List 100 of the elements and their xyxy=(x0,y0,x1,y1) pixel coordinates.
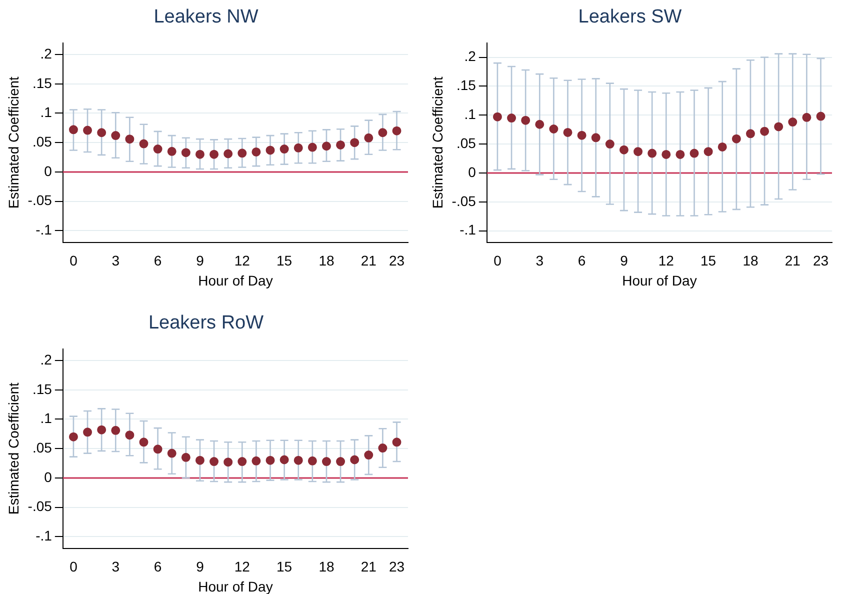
y-tick-label: .15 xyxy=(456,77,476,94)
point xyxy=(364,450,374,460)
point xyxy=(167,448,176,458)
point xyxy=(111,426,120,435)
point xyxy=(507,114,516,123)
x-tick-label: 15 xyxy=(276,252,292,269)
point xyxy=(266,146,275,155)
point xyxy=(563,128,572,137)
point xyxy=(294,456,303,465)
x-tick-label: 0 xyxy=(70,252,78,269)
point xyxy=(350,455,360,464)
point xyxy=(83,126,92,135)
x-axis-title: Hour of Day xyxy=(198,578,273,594)
point xyxy=(266,456,275,465)
point xyxy=(591,133,600,142)
point xyxy=(690,148,699,158)
point xyxy=(322,457,331,466)
x-tick-label: 21 xyxy=(784,252,801,269)
chart-title: Leakers NW xyxy=(154,6,258,28)
x-tick-label: 6 xyxy=(154,252,162,269)
point xyxy=(704,147,713,156)
y-axis-title: Estimated Coefficient xyxy=(5,382,22,515)
point xyxy=(788,118,798,127)
point xyxy=(816,112,826,121)
point xyxy=(139,139,148,148)
point xyxy=(181,148,190,158)
y-axis-title: Estimated Coefficient xyxy=(429,76,446,209)
y-tick-label: -.05 xyxy=(28,192,52,208)
point xyxy=(308,456,317,466)
point xyxy=(181,452,190,462)
x-tick-label: 9 xyxy=(196,252,204,269)
point xyxy=(662,150,671,159)
point xyxy=(648,148,657,158)
point xyxy=(224,458,233,467)
x-tick-label: 15 xyxy=(276,558,292,575)
point xyxy=(68,125,78,134)
point xyxy=(634,147,643,156)
point xyxy=(350,138,360,148)
point xyxy=(308,142,317,152)
y-tick-label: .1 xyxy=(40,104,52,120)
y-tick-label: .15 xyxy=(32,74,52,91)
point xyxy=(167,146,176,156)
point xyxy=(364,133,374,142)
x-tick-label: 18 xyxy=(742,252,758,269)
y-tick-label: -.1 xyxy=(36,528,52,544)
y-tick-label: -.1 xyxy=(460,222,476,238)
y-tick-label: .2 xyxy=(40,351,52,368)
x-tick-label: 12 xyxy=(234,252,250,269)
point xyxy=(68,432,78,442)
x-tick-label: 0 xyxy=(494,252,502,269)
point xyxy=(549,124,558,134)
point xyxy=(605,140,614,149)
y-tick-label: .1 xyxy=(464,106,476,122)
x-tick-label: 3 xyxy=(536,252,544,269)
point xyxy=(732,134,741,144)
chart-title: Leakers RoW xyxy=(148,312,264,334)
point xyxy=(195,150,204,159)
y-tick-label: -.05 xyxy=(28,498,52,514)
x-tick-label: 6 xyxy=(154,558,162,575)
x-tick-label: 15 xyxy=(700,252,716,269)
point xyxy=(336,457,346,466)
point xyxy=(210,150,219,159)
point xyxy=(676,150,685,159)
point xyxy=(378,444,388,453)
point xyxy=(294,143,303,152)
y-tick-label: .2 xyxy=(464,48,476,64)
point xyxy=(280,144,289,154)
point xyxy=(760,126,770,136)
x-tick-label: 0 xyxy=(70,558,78,575)
point xyxy=(153,444,162,454)
point xyxy=(238,148,247,158)
y-tick-label: .05 xyxy=(32,133,52,150)
y-tick-label: 0 xyxy=(44,162,52,179)
y-tick-label: -.05 xyxy=(452,192,476,209)
point xyxy=(392,438,402,447)
x-tick-label: 9 xyxy=(196,558,204,575)
point xyxy=(111,131,120,140)
point xyxy=(125,134,134,144)
point xyxy=(252,456,261,466)
point xyxy=(378,128,388,138)
y-tick-label: -.1 xyxy=(36,222,52,238)
x-tick-label: 23 xyxy=(812,252,829,269)
x-tick-label: 21 xyxy=(360,558,377,575)
point xyxy=(97,425,106,434)
y-tick-label: .05 xyxy=(456,134,476,151)
y-tick-label: .1 xyxy=(40,410,52,426)
x-tick-label: 23 xyxy=(388,252,405,269)
point xyxy=(280,455,289,464)
point xyxy=(139,438,148,447)
point xyxy=(224,149,233,158)
point xyxy=(746,129,755,138)
x-tick-label: 18 xyxy=(318,558,334,575)
y-tick-label: .2 xyxy=(40,45,52,62)
x-tick-label: 23 xyxy=(388,558,405,575)
point xyxy=(577,130,586,140)
point xyxy=(153,144,162,154)
point xyxy=(83,428,92,437)
y-tick-label: .05 xyxy=(32,439,52,456)
x-tick-label: 3 xyxy=(112,252,120,269)
point xyxy=(492,112,502,122)
